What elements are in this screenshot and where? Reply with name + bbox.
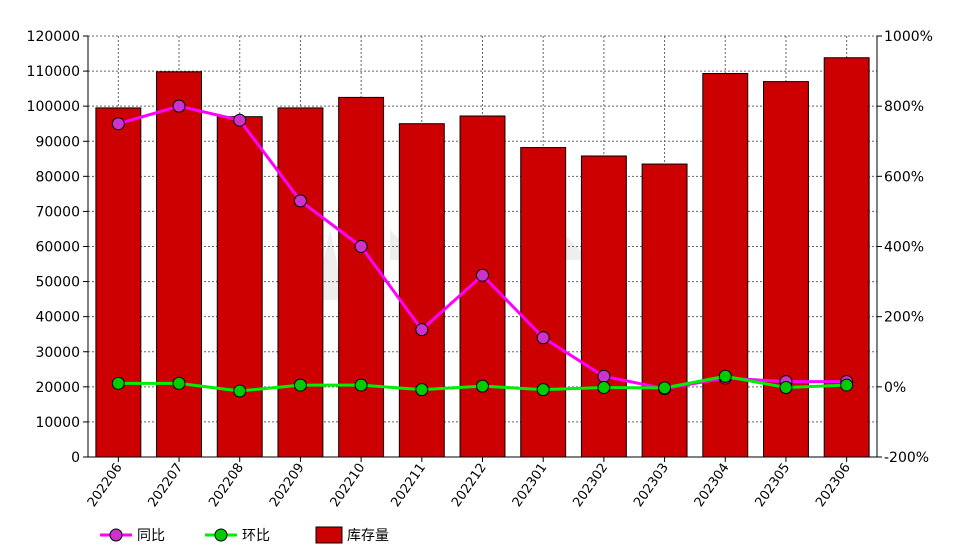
- data-point: [536, 331, 550, 345]
- data-point: [536, 383, 550, 397]
- data-point: [354, 240, 368, 253]
- left-tick-label: 10000: [35, 415, 80, 431]
- right-tick-label: 800%: [884, 99, 924, 115]
- data-point: [597, 369, 611, 383]
- left-tick-label: 40000: [35, 310, 80, 326]
- x-tick-label: 202208: [206, 461, 247, 510]
- data-point: [293, 378, 307, 392]
- left-tick-label: 60000: [35, 240, 80, 256]
- legend-bar-swatch: [315, 526, 343, 544]
- bar: [520, 147, 567, 458]
- bar: [216, 116, 263, 458]
- line-series: [111, 99, 854, 398]
- data-point: [840, 378, 854, 392]
- left-tick-label: 110000: [27, 64, 80, 80]
- data-point: [476, 379, 489, 393]
- left-tick-label: 50000: [35, 275, 80, 291]
- left-tick-label: 90000: [35, 134, 80, 150]
- data-point: [354, 378, 368, 392]
- legend-marker: [214, 528, 228, 542]
- data-point: [172, 376, 186, 390]
- data-point: [111, 376, 125, 390]
- data-point: [415, 383, 429, 397]
- bar: [763, 81, 809, 458]
- bar: [398, 123, 445, 458]
- left-tick-label: 70000: [35, 204, 80, 220]
- right-tick-label: -200%: [884, 450, 929, 466]
- x-tick-label: 202209: [267, 461, 308, 510]
- line-series-环比: [111, 369, 854, 398]
- x-tick-label: 202302: [570, 461, 611, 510]
- right-tick-label: 400%: [884, 240, 924, 256]
- bar-series: [95, 57, 870, 458]
- data-point: [111, 117, 125, 131]
- bar: [580, 155, 627, 458]
- bar: [156, 71, 202, 458]
- data-point: [597, 381, 611, 395]
- left-tick-label: 30000: [35, 345, 80, 361]
- left-tick-label: 0: [71, 450, 80, 466]
- right-tick-label: 600%: [884, 169, 924, 185]
- legend: 同比 环比 库存量: [100, 526, 389, 544]
- right-tick-label: 1000%: [884, 29, 933, 45]
- data-point: [293, 194, 307, 208]
- x-tick-label: 202211: [388, 461, 429, 510]
- bar: [459, 115, 506, 458]
- x-tick-label: 202210: [328, 461, 369, 510]
- legend-label: 同比: [137, 528, 165, 544]
- right-tick-label: 200%: [884, 310, 924, 326]
- data-point: [415, 323, 429, 337]
- bar: [338, 96, 385, 458]
- x-tick-label: 202306: [813, 461, 854, 510]
- right-tick-label: 0%: [884, 380, 906, 396]
- data-point: [233, 384, 247, 398]
- legend-label: 环比: [242, 528, 270, 544]
- data-point: [779, 381, 793, 395]
- left-tick-label: 100000: [27, 99, 80, 115]
- data-point: [233, 113, 247, 127]
- bar: [277, 107, 324, 458]
- bar: [823, 57, 870, 458]
- bar: [641, 163, 688, 458]
- data-point: [476, 268, 489, 282]
- x-tick-label: 202304: [692, 461, 733, 510]
- left-tick-label: 80000: [35, 169, 80, 185]
- legend-label: 库存量: [347, 528, 389, 544]
- x-tick-label: 202206: [85, 461, 126, 510]
- data-point: [718, 369, 732, 383]
- x-tick-label: 202301: [510, 461, 551, 510]
- legend-marker: [109, 528, 123, 542]
- left-tick-label: 20000: [35, 380, 80, 396]
- data-point: [172, 99, 186, 113]
- x-tick-label: 202212: [449, 461, 490, 510]
- x-tick-label: 202207: [146, 461, 187, 510]
- left-tick-label: 120000: [27, 29, 80, 45]
- bar: [702, 73, 749, 458]
- bar: [95, 107, 142, 458]
- x-tick-label: 202305: [752, 461, 793, 510]
- data-point: [658, 381, 672, 395]
- x-tick-label: 202303: [631, 461, 672, 510]
